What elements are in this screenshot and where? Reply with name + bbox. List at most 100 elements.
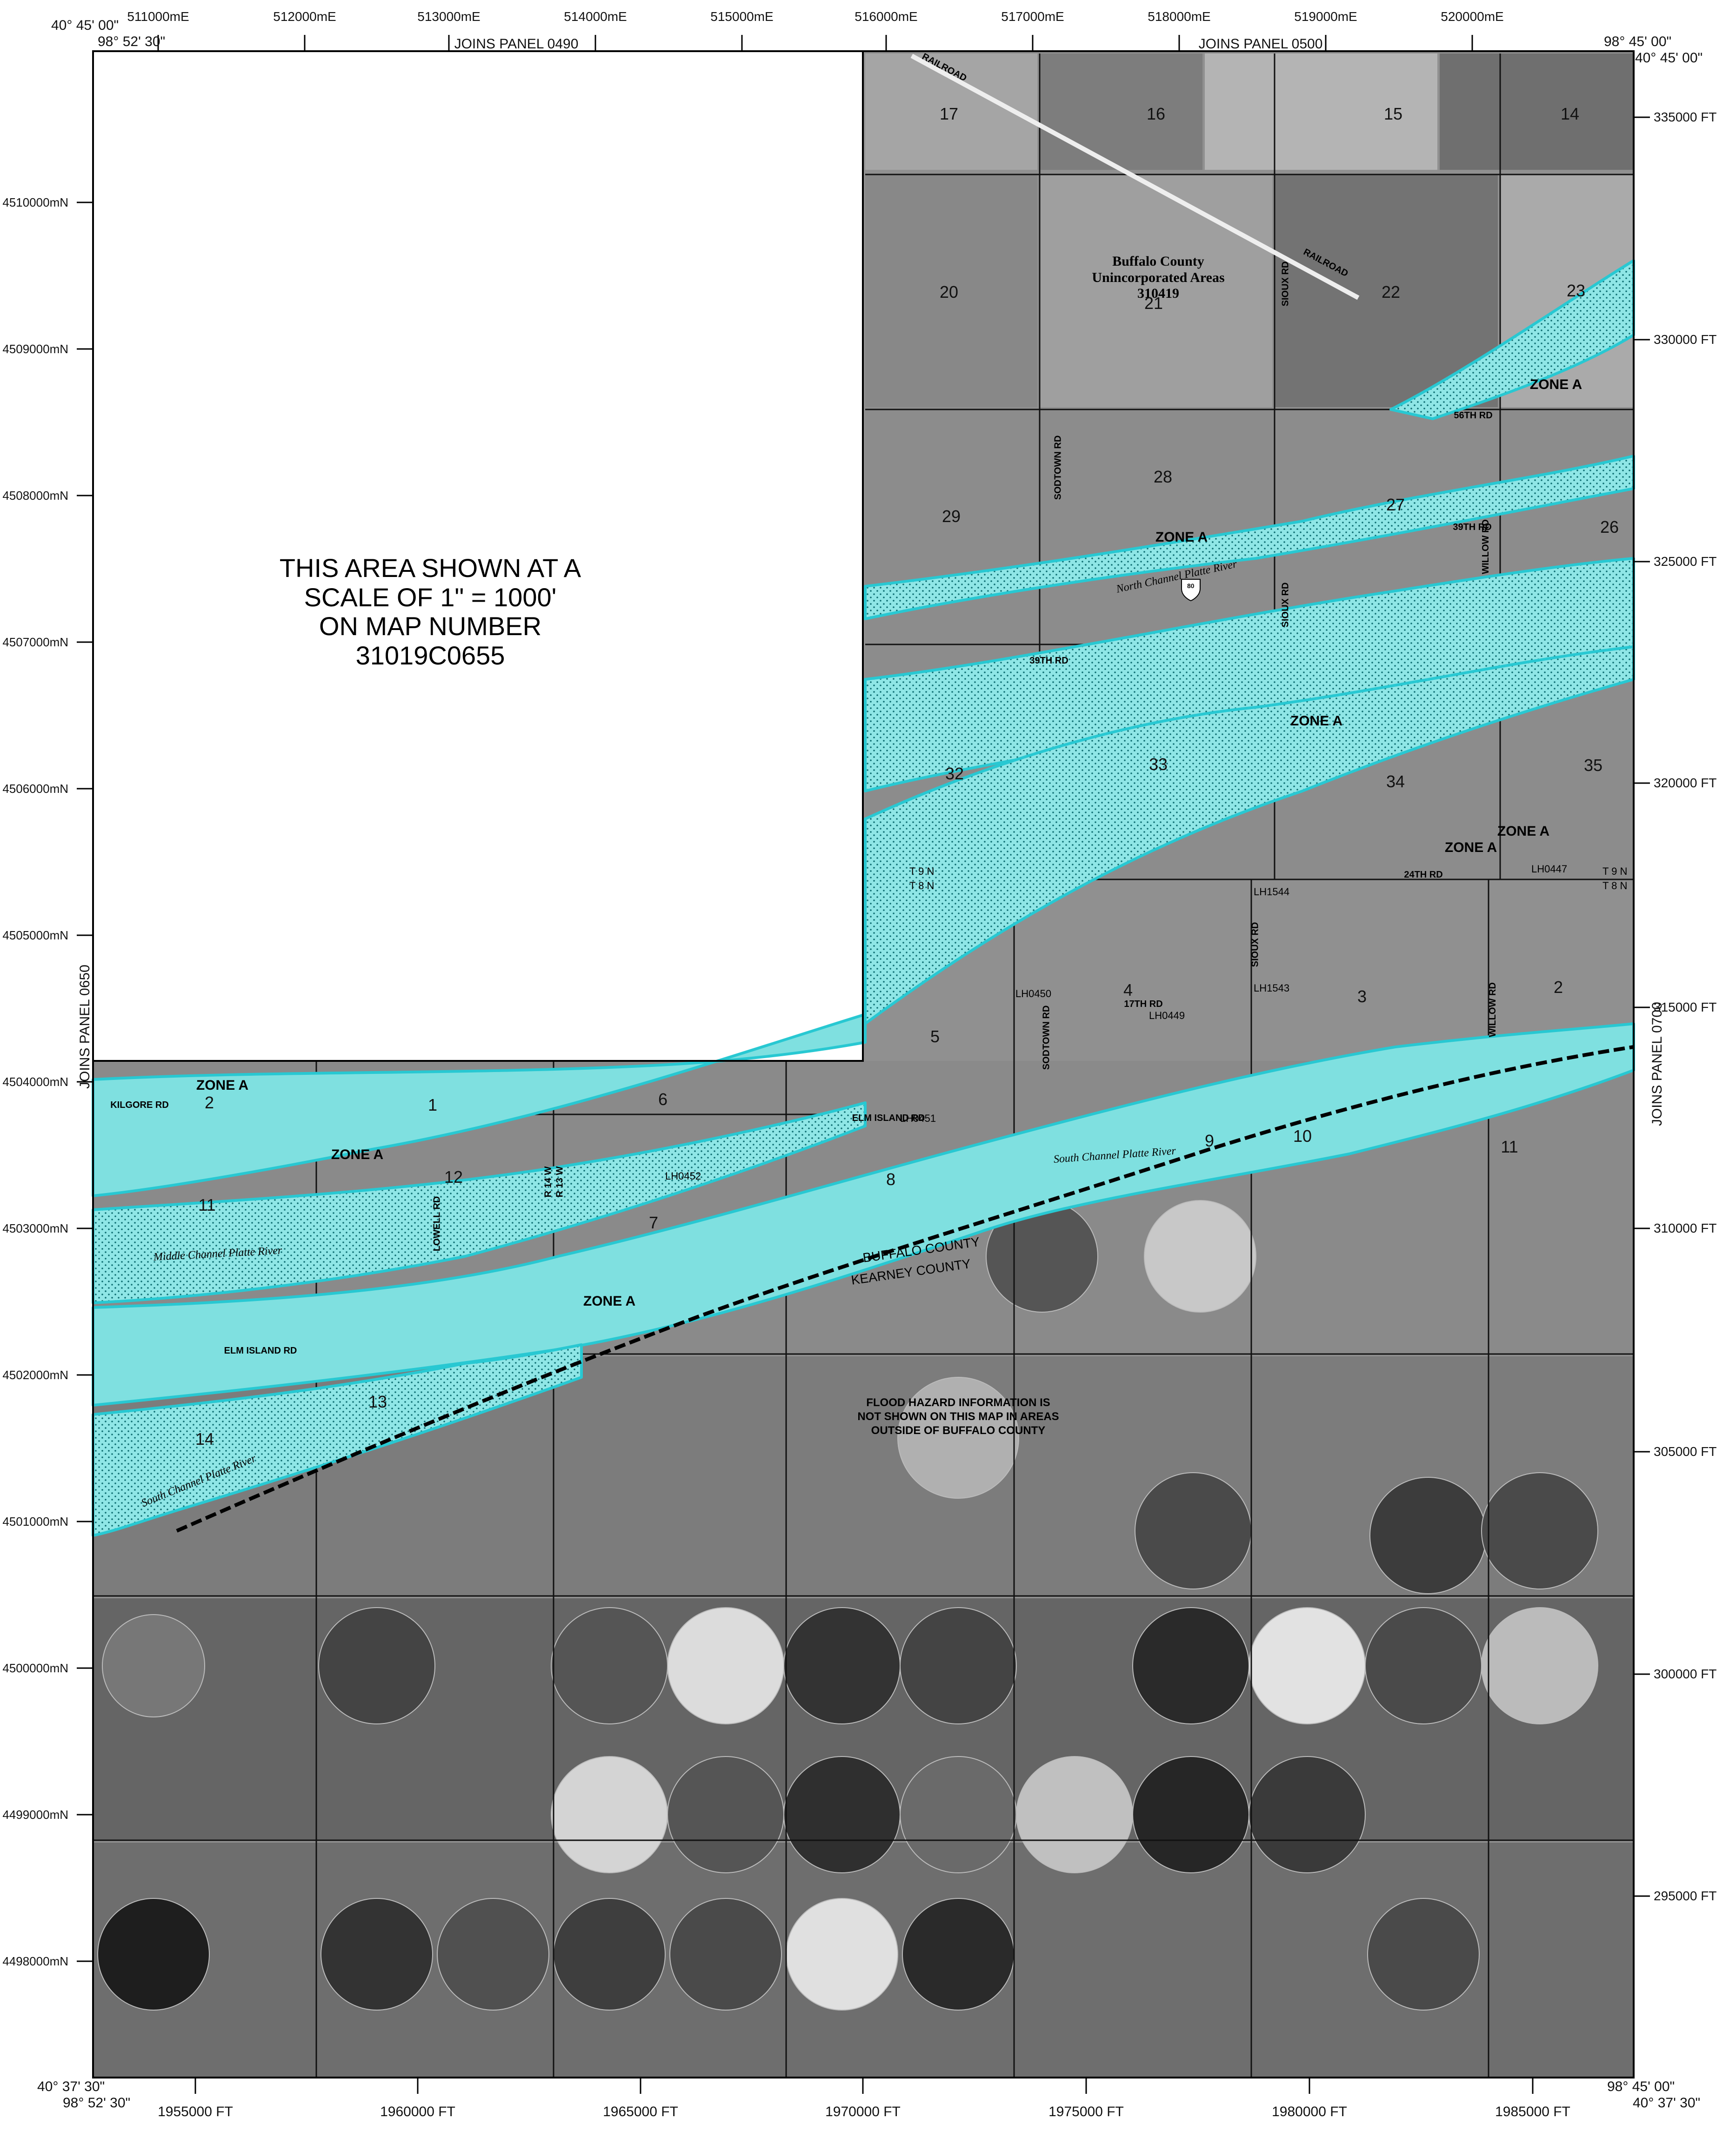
flood-zone-a: [92, 259, 1635, 1537]
inset-note: THIS AREA SHOWN AT A SCALE OF 1" = 1000'…: [93, 553, 768, 670]
inset-note-line: ON MAP NUMBER: [319, 611, 542, 641]
left-ticks: [77, 201, 93, 1962]
section-number: 14: [1560, 104, 1580, 123]
section-number: 9: [1204, 1131, 1215, 1150]
corner-top-left-lat: 40° 45' 00": [51, 18, 119, 33]
section-number: 28: [1153, 467, 1173, 486]
section-number: 17: [939, 104, 959, 123]
section-number: 22: [1381, 282, 1401, 302]
state-plane-north-label: 305000 FT: [1654, 1444, 1717, 1459]
community-subtitle: Unincorporated Areas: [1092, 269, 1225, 285]
road-sioux-label: SIOUX RD: [1280, 261, 1291, 307]
utm-northing-label: 4505000mN: [2, 928, 68, 942]
section-number: 6: [658, 1090, 668, 1109]
utm-northing-label: 4510000mN: [2, 195, 68, 209]
township-t9n-label: T 9 N: [909, 865, 935, 877]
benchmark-label: LH1543: [1254, 982, 1290, 994]
utm-northing-label: 4508000mN: [2, 489, 68, 503]
section-number: 26: [1600, 517, 1619, 536]
section-number: 23: [1566, 281, 1586, 300]
center-pivots: [97, 1200, 1598, 2011]
township-t8n-label: T 8 N: [1602, 880, 1628, 892]
utm-northing-label: 4507000mN: [2, 635, 68, 649]
utm-easting-label: 512000mE: [273, 9, 336, 24]
road-sioux-label: SIOUX RD: [1280, 582, 1291, 628]
flood-note-line: OUTSIDE OF BUFFALO COUNTY: [871, 1424, 1046, 1437]
section-number: 29: [941, 507, 961, 526]
road-24th-label: 24TH RD: [1404, 870, 1443, 880]
joins-panel-left: JOINS PANEL 0650: [77, 965, 93, 1089]
utm-northing-label: 4499000mN: [2, 1808, 68, 1822]
joins-panel-top-right: JOINS PANEL 0500: [1198, 36, 1323, 52]
interstate-number: 80: [1187, 582, 1195, 590]
benchmark-label: LH0452: [665, 1170, 701, 1182]
road-lowell-label: LOWELL RD: [432, 1196, 442, 1252]
section-number: 13: [368, 1392, 387, 1411]
section-number: 2: [1553, 978, 1563, 997]
zone-a-label: ZONE A: [331, 1147, 384, 1162]
road-elm-island-label: ELM ISLAND RD: [224, 1346, 297, 1356]
section-number: 11: [198, 1195, 216, 1214]
interstate-shield: [1181, 579, 1201, 602]
benchmark-label: LH0447: [1531, 863, 1568, 875]
top-ticks: [157, 35, 1473, 51]
utm-easting-label: 520000mE: [1441, 9, 1504, 24]
state-plane-east-label: 1975000 FT: [1048, 2104, 1124, 2119]
utm-northing-label: 4502000mN: [2, 1368, 68, 1382]
state-plane-north-label: 300000 FT: [1654, 1667, 1717, 1681]
utm-northing-label: 4501000mN: [2, 1515, 68, 1529]
section-number: 27: [1386, 495, 1405, 514]
utm-northing-label: 4503000mN: [2, 1221, 68, 1235]
inset-note-line: THIS AREA SHOWN AT A: [279, 553, 581, 583]
community-name: Buffalo County: [1112, 254, 1204, 269]
zone-a-label: ZONE A: [1290, 713, 1343, 729]
utm-easting-label: 513000mE: [417, 9, 481, 24]
flood-hazard-note: FLOOD HAZARD INFORMATION IS NOT SHOWN ON…: [837, 1396, 1079, 1438]
state-plane-east-label: 1970000 FT: [825, 2104, 901, 2119]
corner-top-right-lat: 40° 45' 00": [1635, 50, 1703, 66]
utm-easting-label: 519000mE: [1294, 9, 1357, 24]
utm-easting-label: 517000mE: [1001, 9, 1064, 24]
section-number: 34: [1386, 772, 1405, 791]
utm-easting-label: 511000mE: [127, 9, 189, 24]
corner-top-left-lon: 98° 52' 30": [98, 34, 166, 49]
flood-note-line: NOT SHOWN ON THIS MAP IN AREAS: [857, 1410, 1059, 1423]
corner-bottom-right-lon: 98° 45' 00": [1607, 2079, 1675, 2094]
corner-top-right-lon: 98° 45' 00": [1604, 34, 1672, 49]
corner-bottom-left-lat: 40° 37' 30": [37, 2079, 105, 2094]
road-elm-island-label: ELM ISLAND RD: [852, 1113, 925, 1123]
utm-northing-label: 4500000mN: [2, 1661, 68, 1675]
section-number: 11: [1501, 1137, 1518, 1156]
benchmark-label: LH0451: [900, 1113, 936, 1124]
road-willow-label: WILLOW RD: [1480, 519, 1491, 574]
benchmark-label: LH1544: [1254, 886, 1290, 898]
section-number: 15: [1383, 104, 1403, 123]
section-number: 20: [939, 282, 959, 302]
section-number: 21: [1144, 294, 1163, 313]
joins-panel-top-left: JOINS PANEL 0490: [454, 36, 579, 52]
flood-note-line: FLOOD HAZARD INFORMATION IS: [866, 1396, 1050, 1409]
state-plane-north-label: 310000 FT: [1654, 1221, 1717, 1235]
zone-a-label: ZONE A: [1444, 840, 1497, 855]
state-plane-north-label: 320000 FT: [1654, 776, 1717, 790]
road-kilgore-label: KILGORE RD: [110, 1100, 169, 1110]
road-39th-label: 39TH RD: [1453, 522, 1492, 532]
county-boundary-line: [176, 1045, 1634, 1533]
utm-northing-label: 4504000mN: [2, 1075, 68, 1089]
township-t8n-label: T 8 N: [909, 880, 935, 892]
road-17th-label: 17TH RD: [1124, 999, 1163, 1009]
corner-bottom-left-lon: 98° 52' 30": [63, 2095, 131, 2111]
section-number: 2: [204, 1093, 214, 1112]
road-sioux-label: SIOUX RD: [1250, 922, 1261, 967]
state-plane-north-label: 295000 FT: [1654, 1889, 1717, 1903]
state-plane-north-label: 330000 FT: [1654, 332, 1717, 347]
section-number: 14: [195, 1429, 214, 1448]
utm-easting-label: 514000mE: [564, 9, 627, 24]
inset-blank-area: [93, 51, 863, 1061]
utm-easting-label: 515000mE: [710, 9, 774, 24]
section-number: 5: [930, 1027, 940, 1046]
section-number: 10: [1293, 1126, 1312, 1146]
state-plane-east-label: 1960000 FT: [380, 2104, 455, 2119]
